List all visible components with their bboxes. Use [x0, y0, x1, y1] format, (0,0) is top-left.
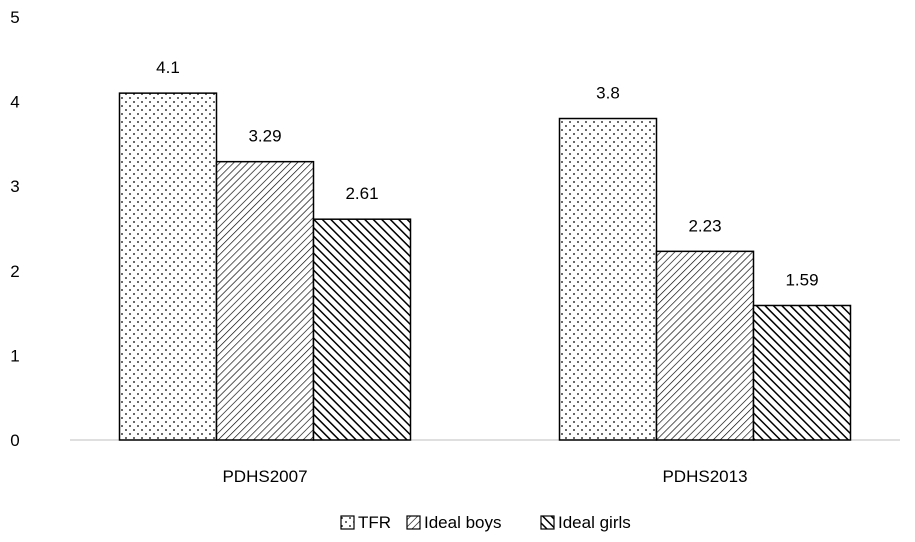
legend: TFR Ideal boys Ideal girls — [340, 513, 631, 532]
category-label: PDHS2007 — [222, 467, 307, 486]
y-tick-label: 3 — [10, 177, 19, 196]
y-tick-label: 2 — [10, 262, 19, 281]
data-label: 1.59 — [785, 270, 818, 289]
data-label: 2.61 — [345, 184, 378, 203]
legend-swatch — [340, 515, 355, 530]
y-tick-label: 0 — [10, 431, 19, 450]
data-label: 3.29 — [248, 127, 281, 146]
y-tick-label: 5 — [10, 8, 19, 27]
data-label: 2.23 — [688, 216, 721, 235]
legend-label: Ideal boys — [424, 513, 502, 532]
bar — [312, 218, 412, 441]
legend-label: TFR — [358, 513, 391, 532]
bars-group — [118, 92, 852, 441]
legend-swatch — [406, 515, 421, 530]
data-label: 3.8 — [596, 84, 620, 103]
category-label: PDHS2013 — [662, 467, 747, 486]
bar — [558, 117, 658, 441]
legend-label: Ideal girls — [558, 513, 631, 532]
y-axis-ticks: 0 1 2 3 4 5 — [10, 8, 19, 450]
y-tick-label: 1 — [10, 346, 19, 365]
bar — [655, 250, 755, 441]
y-tick-label: 4 — [10, 93, 19, 112]
bar — [752, 304, 852, 441]
category-labels: PDHS2007 PDHS2013 — [222, 467, 747, 486]
data-labels-group: 4.1 3.29 2.61 3.8 2.23 1.59 — [156, 58, 818, 289]
bar — [215, 160, 315, 441]
data-label: 4.1 — [156, 58, 180, 77]
bar — [118, 92, 218, 441]
legend-swatch — [540, 515, 555, 530]
